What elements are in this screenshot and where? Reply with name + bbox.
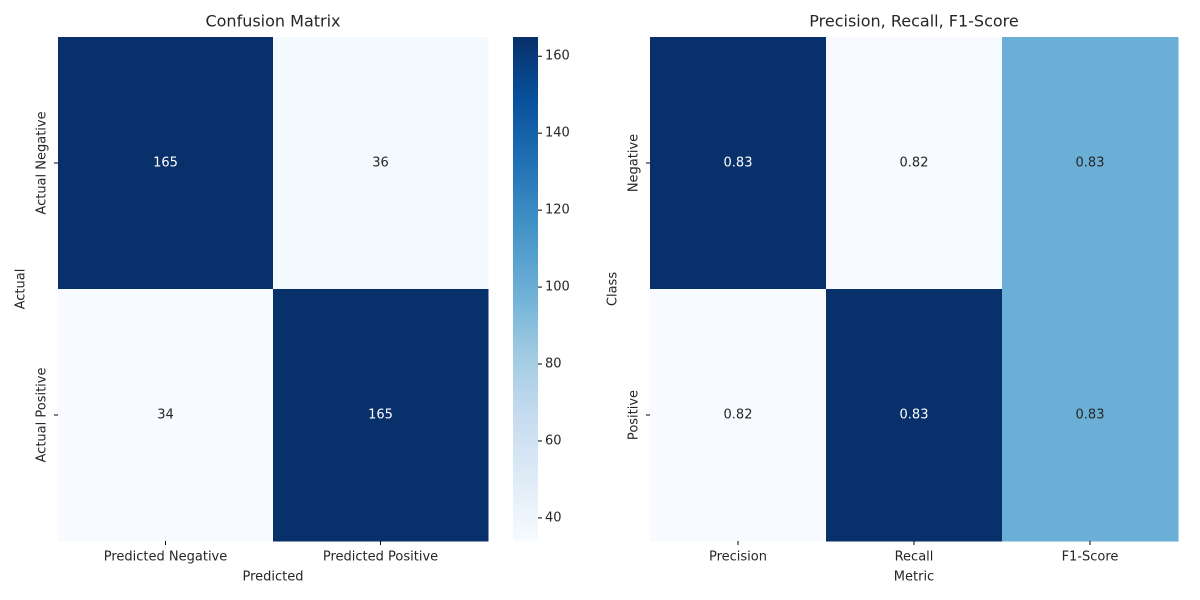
x-tick-label: Predicted Positive bbox=[323, 550, 438, 565]
x-axis-label: Metric bbox=[894, 570, 934, 585]
heatmap-cell bbox=[826, 37, 1003, 290]
x-tick-label: Recall bbox=[895, 550, 934, 565]
y-axis-label: Actual bbox=[14, 269, 29, 310]
heatmap-cell bbox=[650, 37, 827, 290]
y-axis-label: Class bbox=[606, 272, 621, 306]
colorbar-tick-label: 80 bbox=[545, 357, 562, 372]
heatmap-cell bbox=[650, 289, 827, 542]
x-axis-label: Predicted bbox=[242, 570, 303, 585]
cell-label: 0.83 bbox=[724, 156, 753, 171]
cell-label: 0.83 bbox=[1076, 156, 1105, 171]
heatmap-cell bbox=[58, 37, 274, 290]
cell-label: 0.83 bbox=[900, 408, 929, 423]
cell-label: 165 bbox=[368, 408, 393, 423]
chart-title: Confusion Matrix bbox=[205, 12, 340, 31]
heatmap-cell bbox=[273, 37, 489, 290]
heatmap-cell bbox=[273, 289, 489, 542]
colorbar-tick-label: 60 bbox=[545, 433, 562, 448]
y-tick-label: Negative bbox=[627, 134, 642, 192]
cell-label: 0.83 bbox=[1076, 408, 1105, 423]
chart-title: Precision, Recall, F1-Score bbox=[809, 12, 1018, 31]
colorbar bbox=[513, 37, 538, 541]
y-tick-label: Positive bbox=[627, 390, 642, 440]
colorbar-tick-label: 140 bbox=[545, 126, 570, 141]
colorbar-tick-label: 120 bbox=[545, 203, 570, 218]
colorbar-tick-label: 100 bbox=[545, 280, 570, 295]
x-tick-label: F1-Score bbox=[1062, 550, 1119, 565]
cell-label: 165 bbox=[153, 156, 178, 171]
heatmap-cell bbox=[826, 289, 1003, 542]
cell-label: 36 bbox=[372, 156, 389, 171]
heatmap-cell bbox=[1002, 289, 1179, 542]
y-tick-label: Actual Negative bbox=[35, 111, 50, 214]
cell-label: 0.82 bbox=[724, 408, 753, 423]
x-tick-label: Precision bbox=[709, 550, 767, 565]
heatmap-cell bbox=[58, 289, 274, 542]
colorbar-tick-label: 160 bbox=[545, 49, 570, 64]
x-tick-label: Predicted Negative bbox=[104, 550, 228, 565]
colorbar-tick-label: 40 bbox=[545, 510, 562, 525]
heatmap-cell bbox=[1002, 37, 1179, 290]
cell-label: 0.82 bbox=[900, 156, 929, 171]
y-tick-label: Actual Positive bbox=[35, 368, 50, 463]
cell-label: 34 bbox=[157, 408, 174, 423]
